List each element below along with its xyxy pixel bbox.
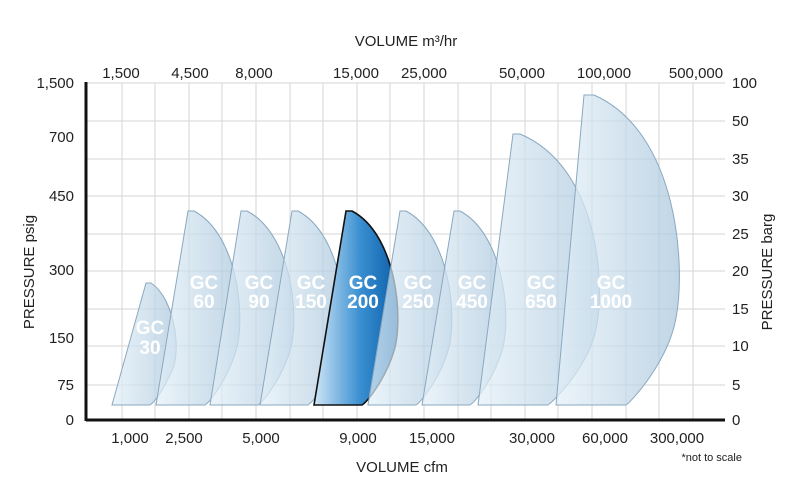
region-label-line: 450 — [456, 292, 488, 313]
right-axis-ticks: 0 5 10 15 20 25 30 35 50 100 — [732, 75, 757, 429]
region-label-line: 90 — [248, 292, 269, 313]
region-label-line: GC — [349, 273, 378, 294]
right-axis-tick-label: 30 — [732, 188, 749, 205]
region-label-line: GC — [190, 273, 219, 294]
bottom-axis-tick-label: 300,000 — [650, 430, 704, 447]
region-label-line: GC — [597, 273, 626, 294]
right-axis-tick-label: 15 — [732, 301, 749, 318]
left-axis-ticks: 0 75 150 300 450 700 1,500 — [36, 75, 74, 429]
left-axis-tick-label: 700 — [49, 129, 74, 146]
region-label-line: 650 — [525, 292, 557, 313]
region-label-line: GC — [245, 273, 274, 294]
right-axis-tick-label: 0 — [732, 412, 740, 429]
top-axis-tick-label: 100,000 — [577, 65, 631, 82]
right-axis-tick-label: 50 — [732, 113, 749, 130]
top-axis-tick-label: 50,000 — [499, 65, 545, 82]
right-axis-tick-label: 10 — [732, 338, 749, 355]
top-axis-tick-label: 1,500 — [102, 65, 140, 82]
bottom-axis-tick-label: 1,000 — [111, 430, 149, 447]
bottom-axis-tick-label: 5,000 — [242, 430, 280, 447]
left-axis-tick-label: 75 — [57, 377, 74, 394]
product-regions: GC30GC60GC90GC150GC200GC250GC450GC650GC1… — [111, 94, 680, 406]
right-axis-tick-label: 5 — [732, 377, 740, 394]
region-label-line: 250 — [402, 292, 434, 313]
region-label-line: 200 — [347, 292, 379, 313]
bottom-axis-tick-label: 2,500 — [165, 430, 203, 447]
left-axis-tick-label: 150 — [49, 330, 74, 347]
left-axis-tick-label: 300 — [49, 262, 74, 279]
top-axis-tick-label: 15,000 — [333, 65, 379, 82]
region-label-line: GC — [297, 273, 326, 294]
bottom-axis-ticks: 1,000 2,500 5,000 9,000 15,000 30,000 60,000 30… — [111, 430, 704, 447]
region-label-line: 30 — [139, 338, 160, 359]
right-axis-title: PRESSURE barg — [759, 214, 776, 331]
top-axis-tick-label: 4,500 — [171, 65, 209, 82]
bottom-axis-tick-label: 30,000 — [509, 430, 555, 447]
bottom-axis-tick-label: 9,000 — [339, 430, 377, 447]
top-axis-title: VOLUME m³/hr — [355, 33, 458, 50]
bottom-axis-tick-label: 15,000 — [409, 430, 455, 447]
top-axis-tick-label: 25,000 — [401, 65, 447, 82]
region-label-line: 60 — [193, 292, 214, 313]
left-axis-tick-label: 450 — [49, 188, 74, 205]
top-axis-ticks: 1,500 4,500 8,000 15,000 25,000 50,000 100,000… — [102, 65, 723, 82]
right-axis-tick-label: 100 — [732, 75, 757, 92]
region-shape — [555, 94, 680, 406]
region-label-line: GC — [458, 273, 487, 294]
region-label-line: GC — [404, 273, 433, 294]
right-axis-tick-label: 20 — [732, 263, 749, 280]
left-axis-tick-label: 0 — [66, 412, 74, 429]
bottom-axis-title: VOLUME cfm — [356, 459, 448, 476]
region-label-line: 1000 — [590, 292, 632, 313]
not-to-scale-note: *not to scale — [681, 452, 742, 464]
region-label-line: GC — [527, 273, 556, 294]
top-axis-tick-label: 8,000 — [235, 65, 273, 82]
top-axis-tick-label: 500,000 — [669, 65, 723, 82]
right-axis-tick-label: 35 — [732, 151, 749, 168]
left-axis-tick-label: 1,500 — [36, 75, 74, 92]
region-label-line: 150 — [295, 292, 327, 313]
right-axis-tick-label: 25 — [732, 226, 749, 243]
left-axis-title: PRESSURE psig — [21, 215, 38, 329]
region-label-line: GC — [136, 318, 165, 339]
bottom-axis-tick-label: 60,000 — [582, 430, 628, 447]
